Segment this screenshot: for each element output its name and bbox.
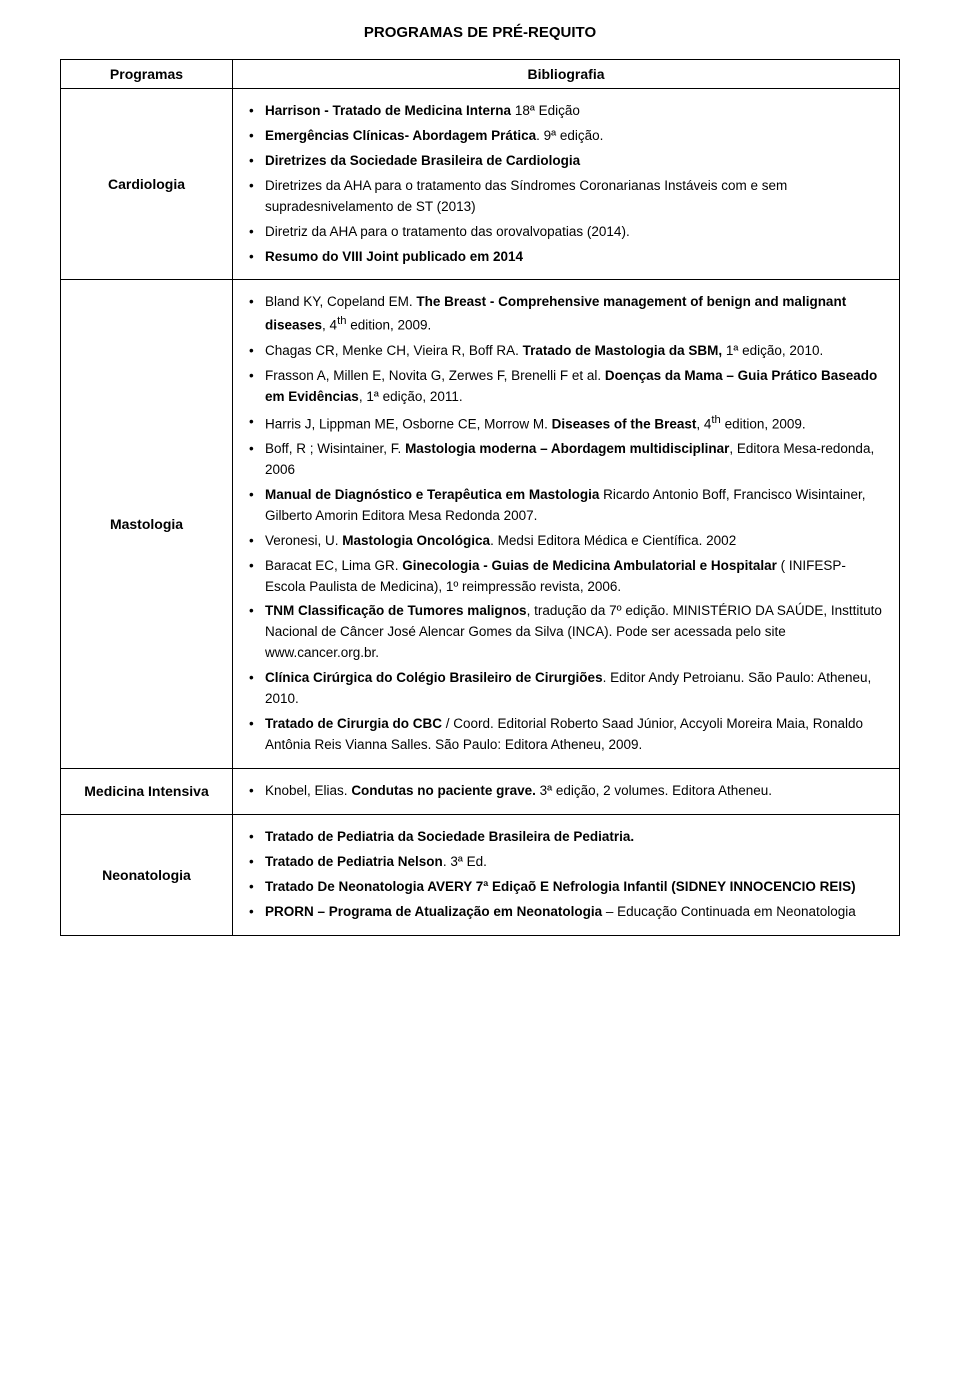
table-row: MastologiaBland KY, Copeland EM. The Bre… (61, 280, 900, 768)
text-segment: – Educação Continuada em Neonatologia (606, 904, 856, 919)
text-segment: Bland KY, Copeland EM. (265, 294, 416, 309)
header-row: Programas Bibliografia (61, 60, 900, 89)
list-item: Chagas CR, Menke CH, Vieira R, Boff RA. … (243, 341, 889, 362)
list-item: Tratado De Neonatologia AVERY 7ª Ediçaõ … (243, 877, 889, 898)
bibliography-cell: Tratado de Pediatria da Sociedade Brasil… (233, 814, 900, 935)
text-segment: Harrison - Tratado de Medicina Interna (265, 103, 511, 118)
list-item: Veronesi, U. Mastologia Oncológica. Meds… (243, 531, 889, 552)
text-segment: 3ª edição, 2 volumes. Editora Atheneu. (536, 783, 772, 798)
program-name-cell: Mastologia (61, 280, 233, 768)
list-item: Harris J, Lippman ME, Osborne CE, Morrow… (243, 412, 889, 435)
list-item: Harrison - Tratado de Medicina Interna 1… (243, 101, 889, 122)
list-item: Boff, R ; Wisintainer, F. Mastologia mod… (243, 439, 889, 481)
table-row: Cardiologia Harrison - Tratado de Medicin… (61, 89, 900, 280)
text-segment: , 1ª edição, 2011. (359, 389, 463, 404)
text-segment: Chagas CR, Menke CH, Vieira R, Boff RA. (265, 343, 523, 358)
list-item: Manual de Diagnóstico e Terapêutica em M… (243, 485, 889, 527)
list-item: Diretrizes da Sociedade Brasileira de Ca… (243, 151, 889, 172)
text-segment: Harris J, Lippman ME, Osborne CE, Morrow… (265, 416, 552, 431)
text-segment: Mastologia Oncológica (342, 533, 490, 548)
list-item: Clínica Cirúrgica do Colégio Brasileiro … (243, 668, 889, 710)
text-segment: , 4 (322, 318, 337, 333)
text-segment: Condutas no paciente grave. (351, 783, 536, 798)
text-segment: Diretrizes da AHA para o tratamento das … (265, 178, 787, 214)
text-segment: PRORN – Programa de Atualização em Neona… (265, 904, 606, 919)
text-segment: th (711, 414, 720, 426)
text-segment: Resumo do VIII Joint publicado em 2014 (265, 249, 523, 264)
text-segment: . Medsi Editora Médica e Científica. 200… (490, 533, 736, 548)
page-title: PROGRAMAS DE PRÉ-REQUITO (60, 24, 900, 41)
text-segment: Mastologia moderna – Abordagem multidisc… (405, 441, 729, 456)
list-item: Tratado de Pediatria da Sociedade Brasil… (243, 827, 889, 848)
text-segment: Emergências Clínicas- Abordagem Prática (265, 128, 536, 143)
list-item: PRORN – Programa de Atualização em Neona… (243, 902, 889, 923)
list-item: Resumo do VIII Joint publicado em 2014 (243, 247, 889, 268)
bibliography-cell: Knobel, Elias. Condutas no paciente grav… (233, 768, 900, 814)
list-item: Tratado de Pediatria Nelson. 3ª Ed. (243, 852, 889, 873)
text-segment: . 9ª edição. (536, 128, 603, 143)
text-segment: edition, 2009. (721, 416, 806, 431)
program-name-cell: Cardiologia (61, 89, 233, 280)
bibliography-cell: Bland KY, Copeland EM. The Breast - Comp… (233, 280, 900, 768)
table-row: Neonatologia Tratado de Pediatria da Soci… (61, 814, 900, 935)
bibliography-list: Harrison - Tratado de Medicina Interna 1… (243, 101, 889, 267)
program-name-cell: Medicina Intensiva (61, 768, 233, 814)
text-segment: Frasson A, Millen E, Novita G, Zerwes F,… (265, 368, 605, 383)
text-segment: Tratado de Pediatria da Sociedade Brasil… (265, 829, 634, 844)
bibliography-list: Tratado de Pediatria da Sociedade Brasil… (243, 827, 889, 923)
text-segment: 18ª Edição (511, 103, 580, 118)
list-item: Tratado de Cirurgia do CBC / Coord. Edit… (243, 714, 889, 756)
list-item: Bland KY, Copeland EM. The Breast - Comp… (243, 292, 889, 336)
text-segment: Knobel, Elias. (265, 783, 351, 798)
table-row: Medicina Intensiva Knobel, Elias. Conduta… (61, 768, 900, 814)
program-name-cell: Neonatologia (61, 814, 233, 935)
list-item: TNM Classificação de Tumores malignos, t… (243, 601, 889, 664)
text-segment: edition, 2009. (346, 318, 431, 333)
col2-header: Bibliografia (233, 60, 900, 89)
text-segment: Veronesi, U. (265, 533, 342, 548)
text-segment: Tratado De Neonatologia AVERY 7ª Ediçaõ … (265, 879, 856, 894)
text-segment: Diretriz da AHA para o tratamento das or… (265, 224, 630, 239)
list-item: Diretrizes da AHA para o tratamento das … (243, 176, 889, 218)
list-item: Frasson A, Millen E, Novita G, Zerwes F,… (243, 366, 889, 408)
col1-header: Programas (61, 60, 233, 89)
text-segment: Diseases of the Breast (552, 416, 697, 431)
bibliography-table: Programas Bibliografia Cardiologia Harris… (60, 59, 900, 936)
list-item: Diretriz da AHA para o tratamento das or… (243, 222, 889, 243)
text-segment: Tratado de Mastologia da SBM, (523, 343, 726, 358)
text-segment: Clínica Cirúrgica do Colégio Brasileiro … (265, 670, 603, 685)
list-item: Baracat EC, Lima GR. Ginecologia - Guias… (243, 556, 889, 598)
text-segment: Tratado de Pediatria Nelson (265, 854, 443, 869)
text-segment: Manual de Diagnóstico e Terapêutica em M… (265, 487, 603, 502)
list-item: Knobel, Elias. Condutas no paciente grav… (243, 781, 889, 802)
text-segment: 1ª edição, 2010. (726, 343, 823, 358)
text-segment: , 4 (696, 416, 711, 431)
text-segment: . 3ª Ed. (443, 854, 487, 869)
bibliography-cell: Harrison - Tratado de Medicina Interna 1… (233, 89, 900, 280)
list-item: Emergências Clínicas- Abordagem Prática.… (243, 126, 889, 147)
text-segment: Baracat EC, Lima GR. (265, 558, 402, 573)
text-segment: TNM Classificação de Tumores malignos (265, 603, 527, 618)
text-segment: Tratado de Cirurgia do CBC (265, 716, 442, 731)
text-segment: Boff, R ; Wisintainer, F. (265, 441, 405, 456)
text-segment: Diretrizes da Sociedade Brasileira de Ca… (265, 153, 580, 168)
bibliography-list: Knobel, Elias. Condutas no paciente grav… (243, 781, 889, 802)
bibliography-list: Bland KY, Copeland EM. The Breast - Comp… (243, 292, 889, 755)
text-segment: Ginecologia - Guias de Medicina Ambulato… (402, 558, 777, 573)
